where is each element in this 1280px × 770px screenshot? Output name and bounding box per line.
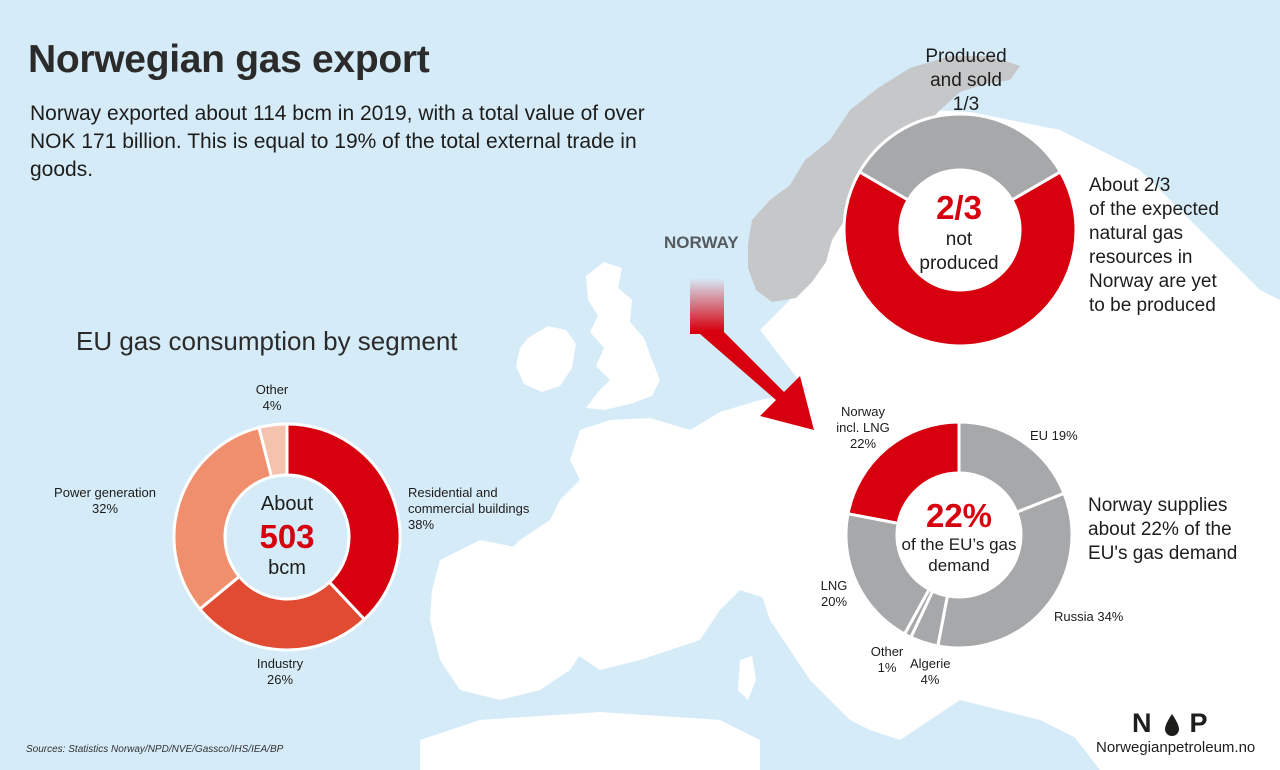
supply-center-value: 22% bbox=[925, 497, 993, 534]
norway-export-arrow bbox=[690, 278, 814, 430]
resources-center-value: 2/3 bbox=[936, 189, 982, 226]
logo-letter-p: P bbox=[1189, 708, 1220, 738]
produced-label: Produced and sold 1/3 bbox=[925, 46, 1007, 115]
norway-map-label: NORWAY bbox=[664, 233, 739, 252]
supply-center-text: of the EU’s gas demand bbox=[901, 535, 1017, 575]
site-url: Norwegianpetroleum.no bbox=[1096, 739, 1256, 756]
slice-residential bbox=[285, 422, 402, 622]
supply-annotation: Norway supplies about 22% of the EU's ga… bbox=[1088, 495, 1238, 564]
eu-industry-label: Industry 26% bbox=[256, 656, 304, 687]
north-africa-shape bbox=[420, 712, 760, 770]
page-title: Norwegian gas export bbox=[28, 38, 430, 81]
sources-note: Sources: Statistics Norway/NPD/NVE/Gassc… bbox=[26, 744, 284, 755]
oil-drop-icon bbox=[1164, 713, 1179, 736]
intro-text: Norway exported about 114 bcm in 2019, w… bbox=[30, 102, 645, 181]
slice-russia bbox=[936, 491, 1074, 650]
eu-consumption-heading: EU gas consumption by segment bbox=[76, 326, 458, 356]
supply-russia-label: Russia 34% bbox=[1054, 609, 1124, 624]
supply-other-label: Other 1% bbox=[870, 644, 904, 675]
eu-other-label: Other 4% bbox=[255, 382, 289, 413]
slice-power-generation bbox=[172, 425, 274, 612]
ireland-shape bbox=[516, 326, 576, 392]
supply-algerie-label: Algerie 4% bbox=[910, 656, 951, 687]
logo-letter-n: N bbox=[1132, 708, 1164, 738]
supply-eu-label: EU 19% bbox=[1030, 428, 1078, 443]
supply-lng-label: LNG 20% bbox=[820, 578, 848, 609]
slice-lng bbox=[844, 512, 932, 637]
norway-shape bbox=[748, 56, 1020, 302]
slice-industry bbox=[197, 574, 367, 652]
sardinia-shape bbox=[738, 656, 756, 700]
eu-power-label: Power generation 32% bbox=[54, 485, 156, 516]
italy-shape bbox=[760, 590, 880, 730]
eu-consumption-donut-chart bbox=[172, 422, 402, 652]
eu-center-top: About bbox=[260, 493, 314, 515]
eu-supply-donut-chart bbox=[844, 420, 1074, 650]
great-britain-shape bbox=[586, 262, 660, 410]
resources-annotation: About 2/3 of the expected natural gas re… bbox=[1089, 175, 1219, 316]
slice-not-produced bbox=[842, 169, 1078, 348]
supply-norway-label: Norway incl. LNG 22% bbox=[836, 404, 890, 451]
eu-center-value: 503 bbox=[259, 518, 315, 555]
slice-other bbox=[257, 422, 289, 479]
eu-residential-label: Residential and commercial buildings 38% bbox=[408, 485, 530, 532]
iberia-shape bbox=[430, 540, 600, 700]
slice-produced bbox=[857, 112, 1063, 203]
resources-center-text: not produced bbox=[919, 229, 999, 274]
resources-donut-chart bbox=[842, 112, 1078, 348]
eu-center-bottom: bcm bbox=[268, 557, 306, 579]
